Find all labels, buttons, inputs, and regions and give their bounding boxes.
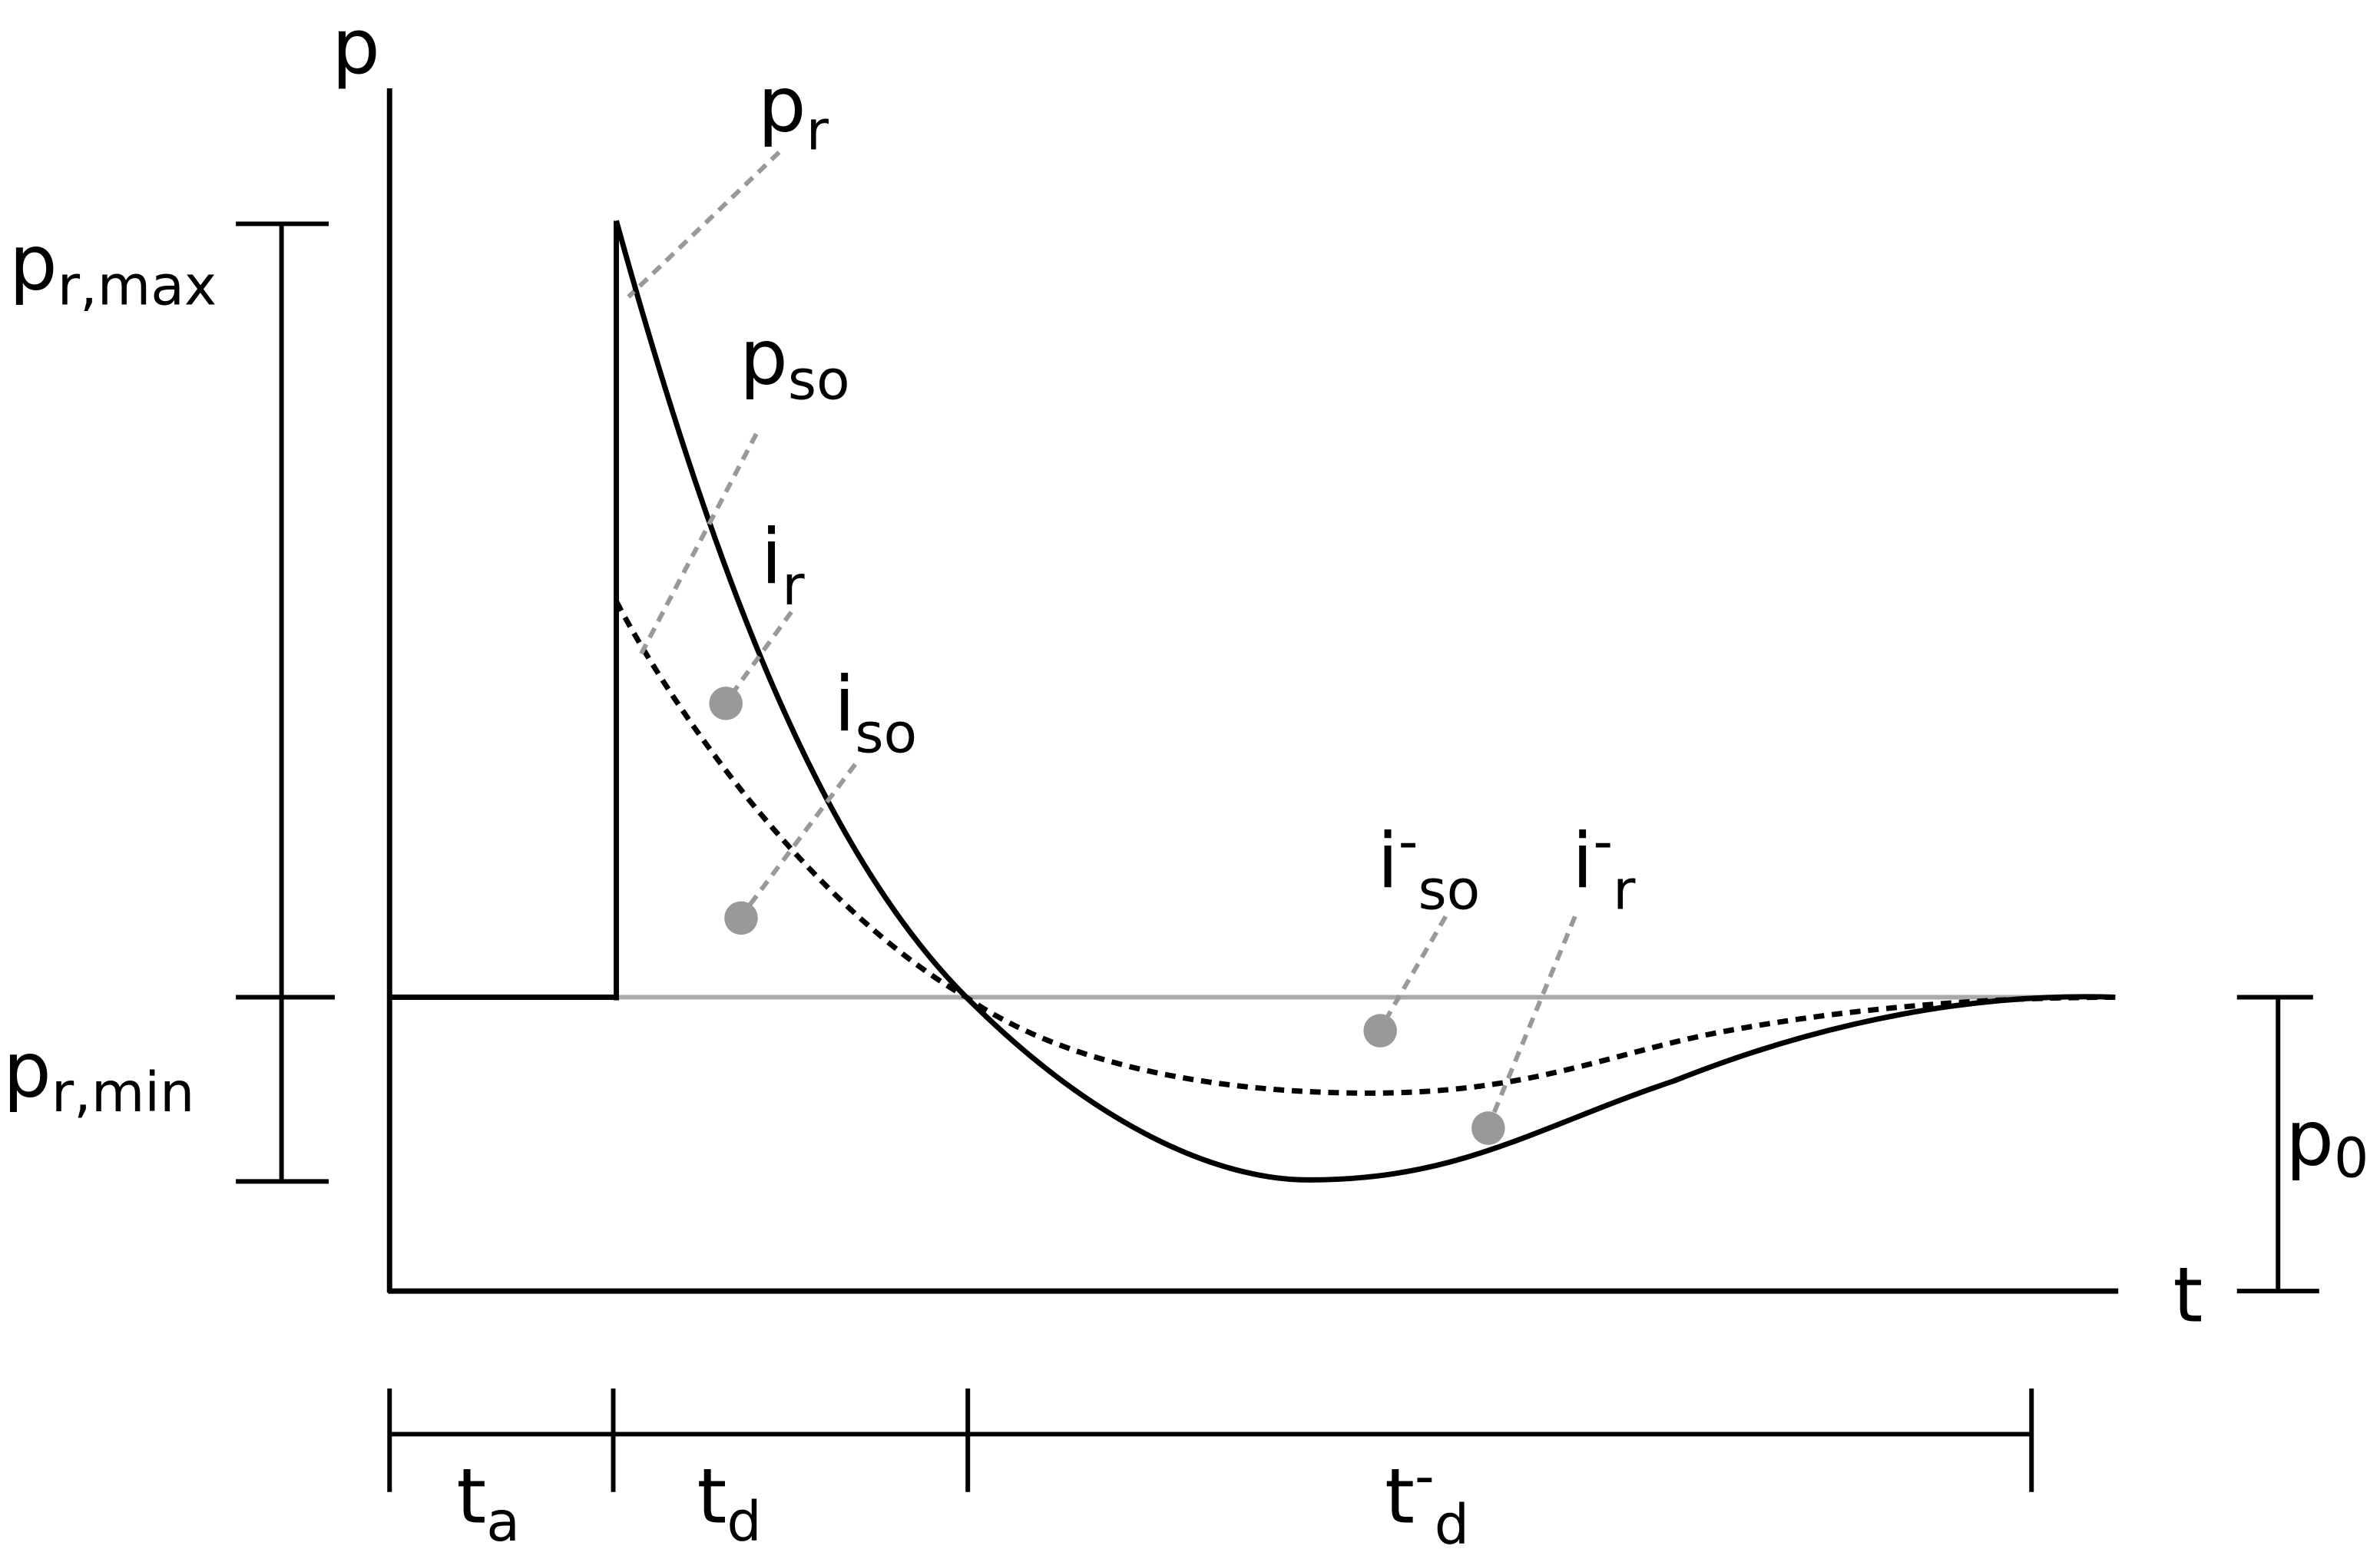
y-axis-label-text: p (332, 3, 380, 91)
leader (627, 151, 781, 299)
label: ir (761, 513, 806, 617)
label-base: i (1572, 818, 1594, 906)
impulse-dot (724, 901, 758, 935)
label-sub: r (782, 554, 805, 617)
label-base: p (740, 314, 788, 402)
label: iso (834, 661, 917, 766)
leader (1378, 915, 1448, 1031)
label-sub: a (486, 1490, 520, 1554)
label-base: p (3, 1026, 51, 1114)
label-sub: r (806, 98, 829, 162)
label-sub: d (1435, 1493, 1469, 1557)
label-sub: r,max (58, 253, 217, 317)
impulse-dot (709, 687, 743, 720)
label-base: i (834, 661, 856, 750)
label-base: p (758, 61, 806, 149)
label: i-r (1572, 809, 1636, 922)
interval-label: t-d (1385, 1445, 1469, 1557)
label: pr (758, 61, 829, 162)
label-sub: so (855, 701, 917, 765)
range-label: p0 (2286, 1095, 2368, 1190)
range-label: pr,min (3, 1026, 194, 1124)
label-sub: r (1613, 858, 1636, 922)
label-sup: - (1399, 809, 1418, 873)
leader (1486, 915, 1577, 1128)
label-sup: - (1593, 809, 1613, 873)
label-base: i (761, 513, 783, 601)
leader (739, 763, 857, 919)
reflected-curve (614, 220, 2116, 1183)
label-base: t (697, 1452, 727, 1541)
y-axis-label: p (332, 3, 380, 91)
label-sub: 0 (2334, 1126, 2368, 1190)
range-label: pr,max (9, 220, 217, 318)
label-base: i (1377, 818, 1399, 906)
impulse-dot (1363, 1014, 1397, 1048)
interval-label: td (697, 1452, 762, 1554)
leader (637, 432, 759, 659)
label-sub: so (788, 348, 850, 412)
label-base: t (1385, 1452, 1415, 1541)
label-base: p (9, 220, 58, 308)
label-base: p (2286, 1095, 2334, 1183)
label-base: t (456, 1452, 486, 1541)
x-axis-label: t (2173, 1252, 2203, 1340)
label-sub: so (1418, 858, 1480, 922)
label-sub: r,min (51, 1061, 194, 1124)
label-sup: - (1415, 1445, 1435, 1508)
label: i-so (1377, 809, 1480, 922)
interval-label: ta (456, 1452, 520, 1554)
label: pso (740, 314, 850, 412)
label-sub: d (727, 1490, 761, 1554)
impulse-dot (1471, 1111, 1505, 1145)
x-axis-label-text: t (2173, 1252, 2203, 1340)
